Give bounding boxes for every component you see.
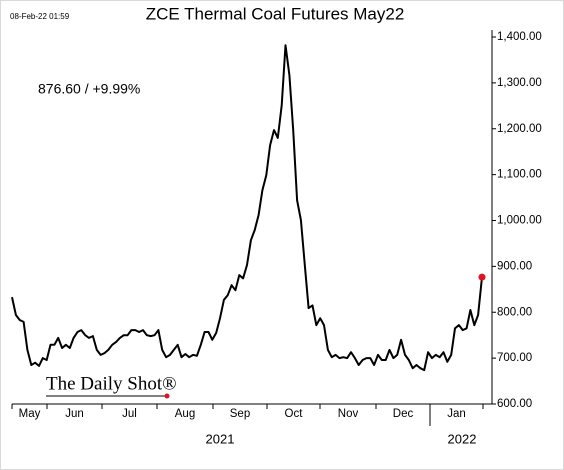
logo: The Daily Shot® [46, 373, 177, 394]
x-tick-label: Jul [122, 408, 137, 420]
x-tick-label: May [19, 408, 41, 420]
x-tick-label: Dec [393, 408, 414, 420]
year-label: 2022 [448, 431, 477, 446]
y-tick-label: 1,000.00 [497, 215, 542, 227]
x-tick-label: Nov [338, 408, 359, 420]
logo-dot [164, 393, 170, 399]
line-series [11, 44, 483, 372]
x-tick-label: Sep [230, 408, 250, 420]
y-tick-label: 1,200.00 [497, 123, 542, 135]
x-tick-label: Jun [65, 408, 84, 420]
timestamp: 08-Feb-22 01:59 [10, 12, 70, 21]
chart-title: ZCE Thermal Coal Futures May22 [146, 4, 405, 23]
y-tick-label: 700.00 [497, 352, 532, 364]
y-tick-label: 1,100.00 [497, 169, 542, 181]
x-tick-label: Oct [285, 408, 304, 420]
year-label: 2021 [206, 431, 235, 446]
x-tick-label: Jan [447, 408, 466, 420]
y-tick-label: 1,300.00 [497, 77, 542, 89]
y-tick-label: 600.00 [497, 398, 532, 410]
x-tick-label: Aug [175, 408, 195, 420]
y-tick-label: 900.00 [497, 260, 532, 272]
annotation: 876.60 / +9.99% [38, 81, 140, 97]
last-point [478, 273, 486, 281]
y-tick-label: 1,400.00 [497, 31, 542, 43]
y-tick-label: 800.00 [497, 306, 532, 318]
